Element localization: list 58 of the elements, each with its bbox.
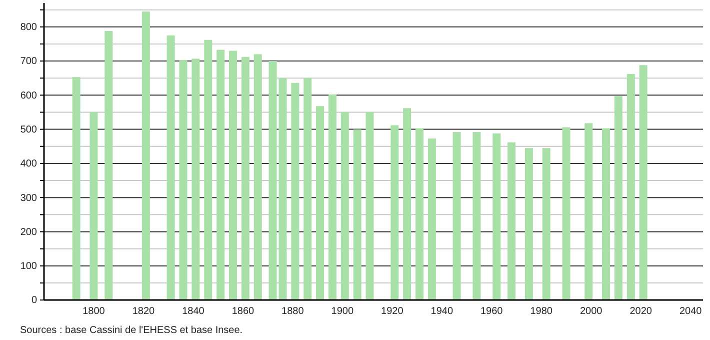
- x-tick-label: 2040: [679, 306, 702, 318]
- y-tick-label: 800: [20, 22, 38, 34]
- x-tick-label: 1940: [430, 306, 454, 318]
- bar: [316, 106, 324, 300]
- bar: [562, 127, 570, 300]
- bar: [241, 56, 250, 300]
- x-tick-label: 1860: [232, 306, 255, 318]
- x-tick-label: 1840: [182, 306, 205, 318]
- bar: [328, 94, 336, 300]
- bar: [584, 123, 593, 300]
- bar: [390, 125, 399, 300]
- bar: [72, 77, 80, 300]
- bar: [340, 112, 349, 300]
- bar: [142, 12, 150, 300]
- x-tick-label: 1920: [381, 306, 404, 318]
- x-tick-label: 1880: [282, 306, 304, 318]
- bar: [626, 74, 635, 300]
- x-tick-label: 1820: [132, 306, 156, 318]
- y-tick-label: 700: [20, 56, 38, 68]
- y-tick-label: 100: [20, 261, 38, 272]
- bar: [192, 58, 200, 300]
- bar: [452, 132, 461, 300]
- bar: [228, 50, 237, 300]
- source-note: Sources : base Cassini de l'EHESS et base Insee.: [20, 325, 243, 336]
- x-tick-label: 2000: [580, 306, 603, 318]
- bar: [90, 112, 98, 300]
- bar: [204, 40, 212, 300]
- x-tick-label: 1960: [480, 306, 504, 318]
- bar: [542, 148, 550, 300]
- bar: [353, 129, 362, 300]
- y-tick-label: 300: [20, 192, 38, 204]
- bar: [614, 96, 622, 300]
- bar: [524, 148, 533, 300]
- bar: [216, 50, 225, 300]
- bar: [416, 128, 424, 300]
- y-tick-label: 600: [20, 90, 38, 102]
- bar: [428, 138, 436, 300]
- x-tick-label: 1900: [331, 306, 354, 318]
- y-tick-label: 500: [20, 124, 38, 136]
- bar: [291, 82, 300, 300]
- bar: [403, 108, 412, 300]
- bar: [304, 78, 312, 300]
- bar: [179, 60, 188, 300]
- y-tick-label: 200: [20, 226, 38, 238]
- x-tick-label: 1980: [530, 306, 553, 318]
- bar: [366, 112, 374, 300]
- bar: [602, 128, 610, 300]
- bar: [104, 30, 113, 300]
- x-tick-label: 1800: [82, 306, 106, 318]
- y-tick-label: 400: [20, 158, 38, 170]
- bar: [254, 54, 262, 300]
- y-tick-label: 0: [31, 295, 38, 306]
- bar: [472, 132, 481, 300]
- bar: [508, 142, 516, 300]
- bar: [166, 35, 175, 300]
- x-tick-label: 2020: [630, 306, 652, 318]
- bar: [639, 65, 648, 300]
- bar: [492, 133, 501, 300]
